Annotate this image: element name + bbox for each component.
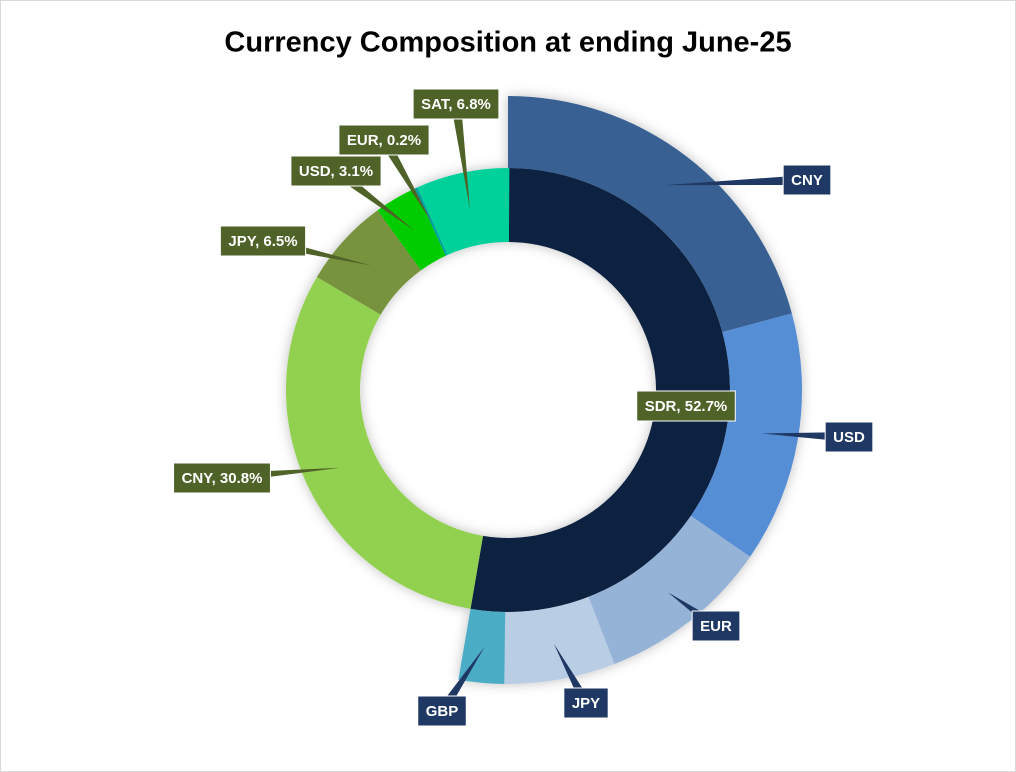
chart-title: Currency Composition at ending June-25	[224, 27, 791, 59]
label-box	[417, 695, 467, 727]
label-leader	[664, 175, 808, 186]
ring-segment	[458, 608, 506, 684]
label-box	[636, 390, 736, 422]
label-box	[173, 462, 271, 494]
data-label: SAT, 6.8%	[421, 96, 491, 113]
data-label: JPY	[572, 695, 600, 712]
labels: SDR, 52.7% CNY, 30.8% JPY, 6.5% USD, 3.1% EU…	[173, 88, 874, 727]
ring-segment	[316, 210, 422, 315]
label-box	[782, 164, 832, 196]
label-box	[412, 88, 500, 120]
label-box	[691, 610, 741, 642]
data-label: USD	[833, 429, 865, 446]
ring-segment	[417, 168, 510, 255]
label-box	[563, 687, 609, 719]
label-box	[824, 421, 874, 453]
ring-segment	[504, 596, 615, 685]
data-label: CNY	[791, 172, 823, 189]
data-label: USD, 3.1%	[299, 163, 373, 180]
label-box	[219, 225, 307, 257]
data-label: CNY, 30.8%	[182, 470, 263, 487]
label-box	[290, 155, 382, 187]
label-leader	[451, 103, 470, 209]
data-label: GBP	[426, 703, 459, 720]
ring-segment	[377, 188, 446, 271]
label-box	[338, 124, 430, 156]
ring-segment	[588, 515, 751, 665]
ring-segment	[414, 187, 448, 256]
ring-segment	[470, 168, 730, 612]
rings	[286, 96, 802, 685]
label-leader	[379, 137, 432, 222]
ring-segment	[286, 276, 484, 609]
data-label: SDR, 52.7%	[645, 398, 728, 415]
data-label: EUR	[700, 618, 732, 635]
data-label: JPY, 6.5%	[228, 233, 297, 250]
ring-segment	[508, 96, 792, 333]
data-label: EUR, 0.2%	[347, 132, 421, 149]
ring-segment	[690, 313, 802, 557]
